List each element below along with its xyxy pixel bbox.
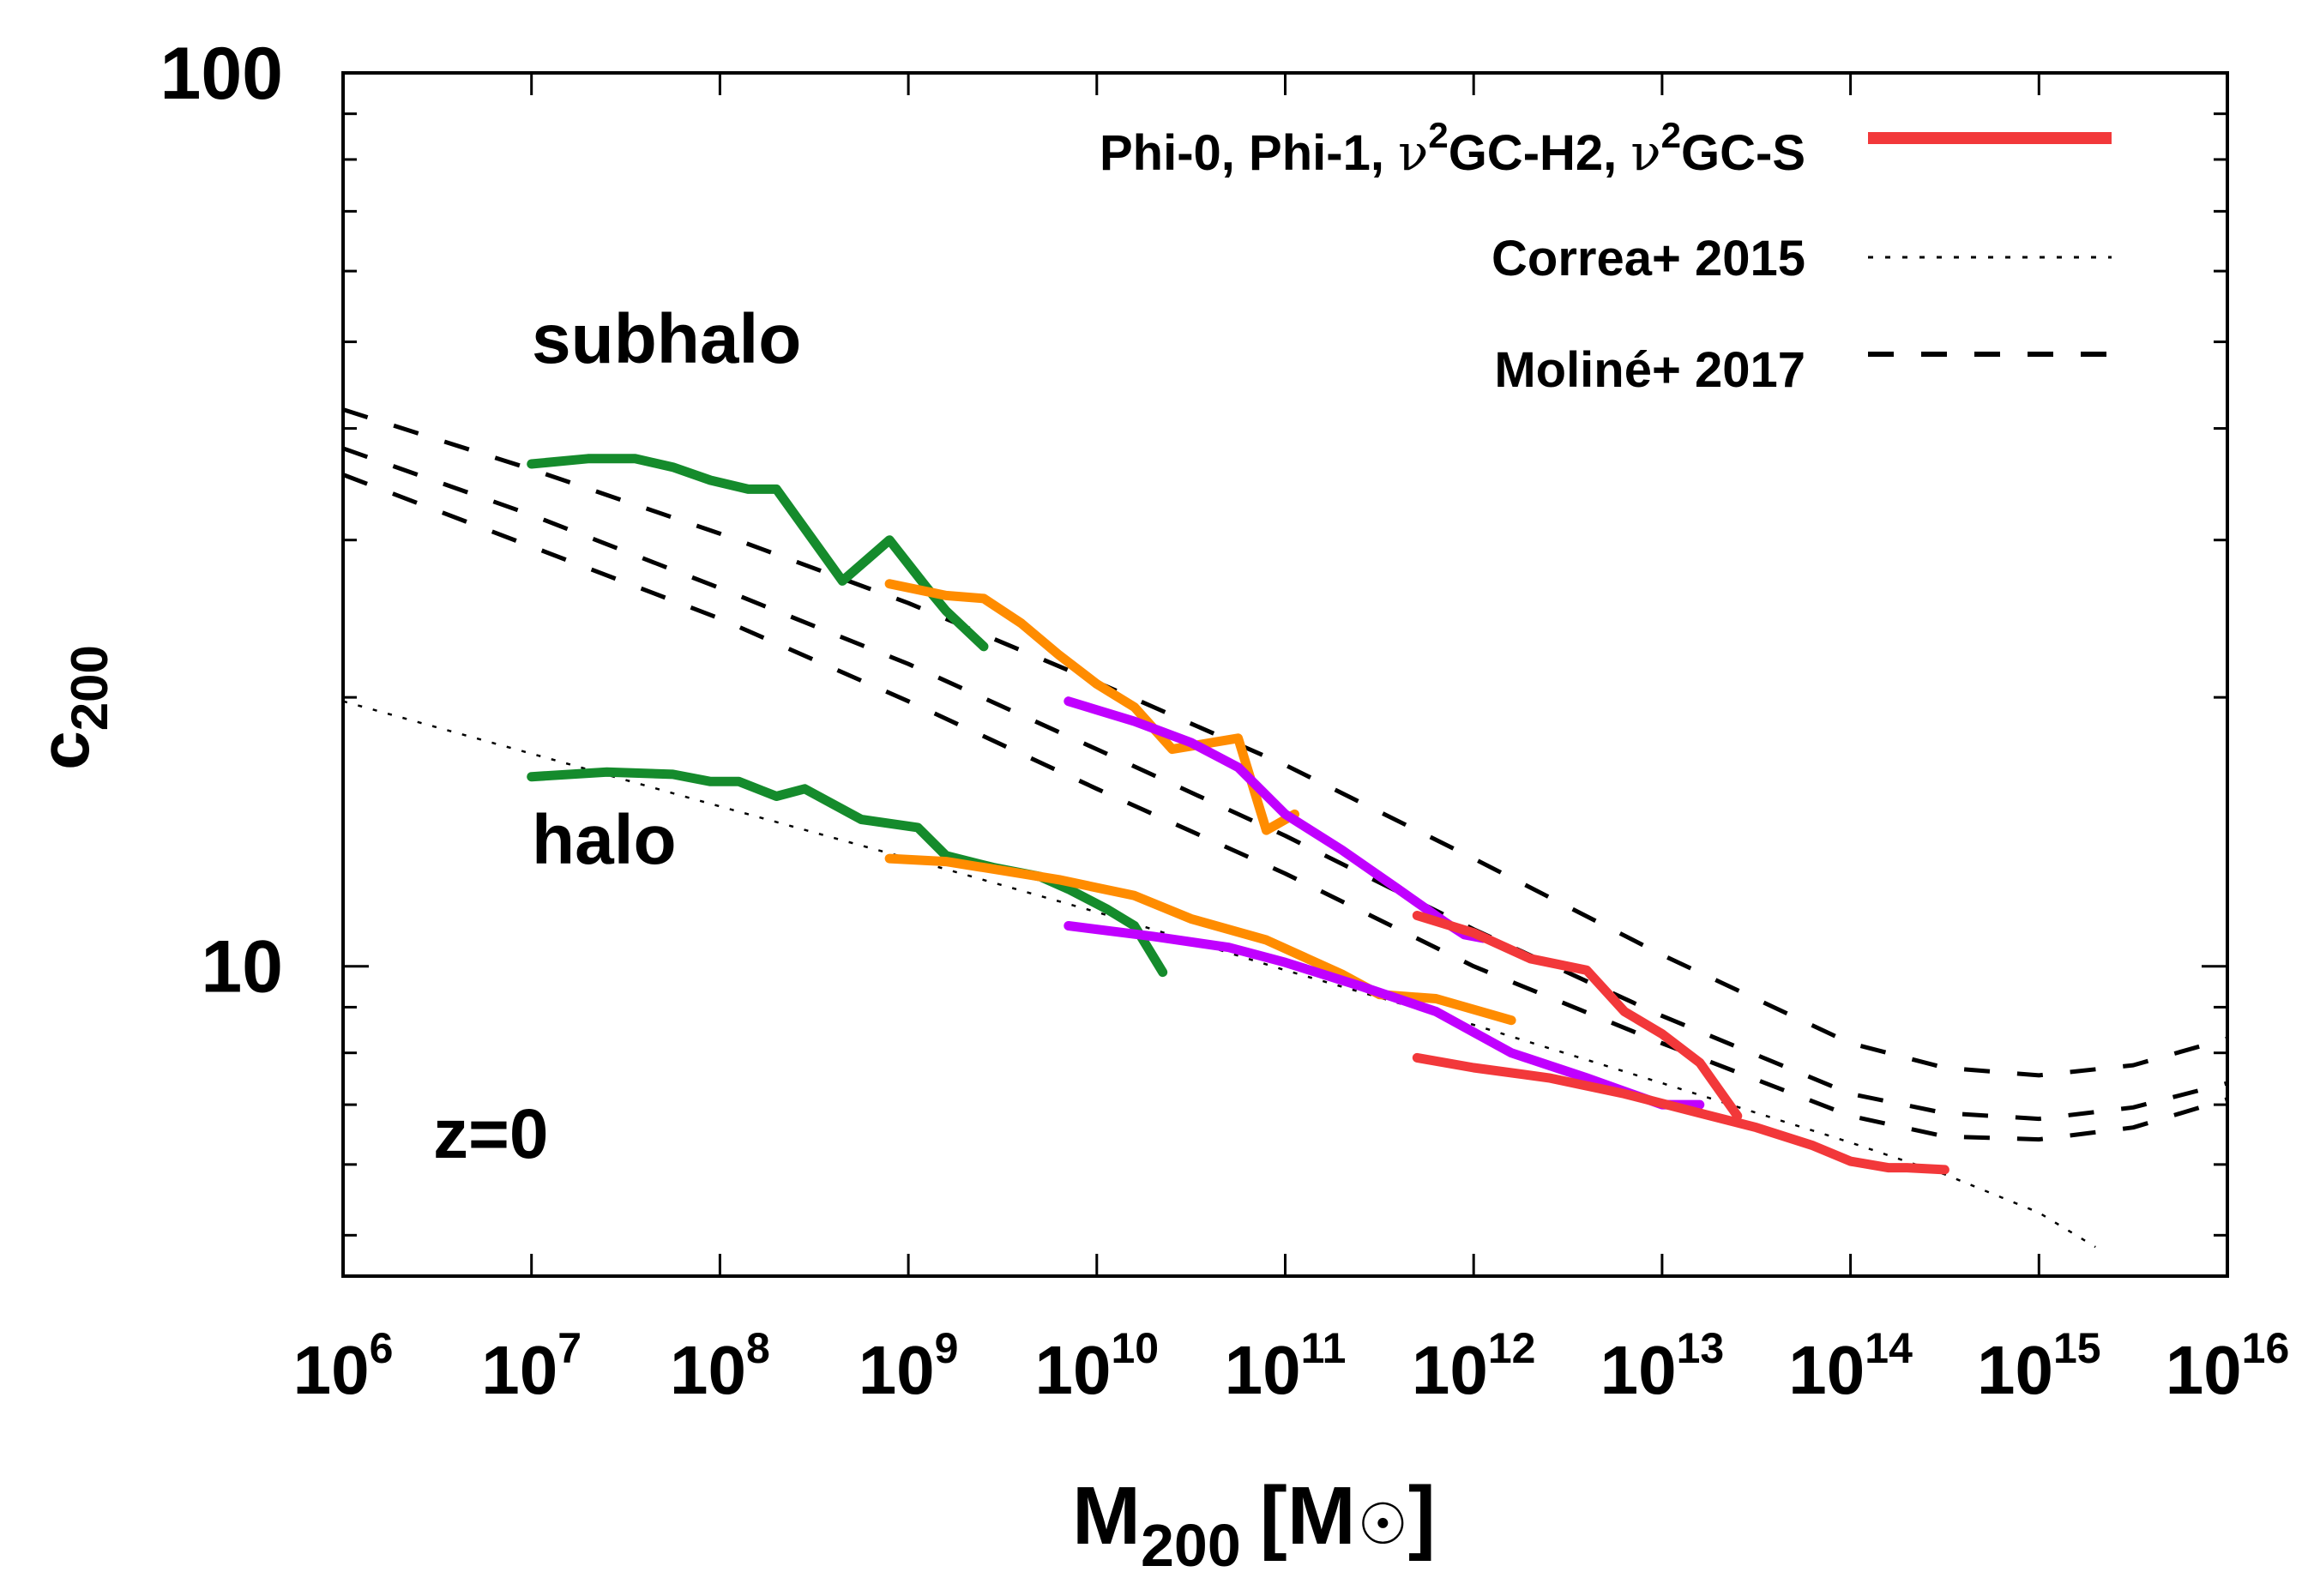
x-axis-label: M200 [M☉] [1072,1470,1436,1579]
series-layer [342,407,2228,1249]
series-phi-0-halo [527,767,1168,978]
plot-frame [341,71,2229,1278]
x-tick-label: 1016 [2166,1324,2290,1408]
x-tick-label: 1013 [1600,1324,1725,1408]
series-nu2gc-h2-halo [1064,921,1705,1110]
y-axis-label: c200 [26,645,118,770]
series-phi-1-subhalo [884,579,1299,835]
series-correa-2015 [342,700,2096,1249]
legend-label-moline: Moliné+ 2017 [1494,342,1805,398]
y-tick-label: 100 [160,33,284,115]
y-tick-label: 10 [201,926,283,1009]
x-tick-label: 107 [481,1324,582,1408]
series-molin-2017-a [342,407,2228,1078]
series-molin-2017-c [342,473,2228,1142]
x-tick-label: 109 [859,1324,959,1408]
x-axis-label-main: M [1072,1470,1141,1562]
series-nu2gc-s-subhalo [1412,911,1743,1121]
x-tick-label: 108 [670,1324,770,1408]
annotation-halo: halo [532,801,677,879]
x-axis-label-unit: [M [1260,1470,1356,1562]
y-axis-label-sub: 200 [61,645,118,731]
x-tick-label: 1014 [1788,1324,1913,1408]
x-tick-label: 1015 [1977,1324,2101,1408]
y-tick-labels: 10 100 [160,33,284,1009]
x-axis-label-close: ] [1408,1470,1436,1562]
series-nu2gc-s-halo [1412,1052,1949,1175]
x-tick-label: 1012 [1412,1324,1536,1408]
x-tick-label: 1010 [1034,1324,1159,1408]
x-tick-label: 106 [293,1324,394,1408]
legend: Phi-0, Phi-1, ν2GC-H2, ν2GC-S Correa+ 20… [1100,115,2112,398]
sun-symbol: ☉ [1358,1492,1408,1556]
x-tick-labels: 106 107 108 109 1010 1011 1012 1013 1014 1015 1016 [293,1324,2290,1408]
legend-label-sims: Phi-0, Phi-1, ν2GC-H2, ν2GC-S [1100,115,1805,182]
annotation-subhalo: subhalo [532,300,801,378]
x-axis-label-sub: 200 [1141,1512,1241,1579]
legend-label-correa: Correa+ 2015 [1491,231,1805,286]
y-axis-label-main: c [26,731,104,770]
x-tick-label: 1011 [1225,1324,1347,1408]
series-molin-2017-b [342,446,2228,1122]
axis-ticks [341,71,2229,1276]
annotation-redshift: z=0 [433,1095,549,1173]
series-phi-0-subhalo [527,454,989,652]
